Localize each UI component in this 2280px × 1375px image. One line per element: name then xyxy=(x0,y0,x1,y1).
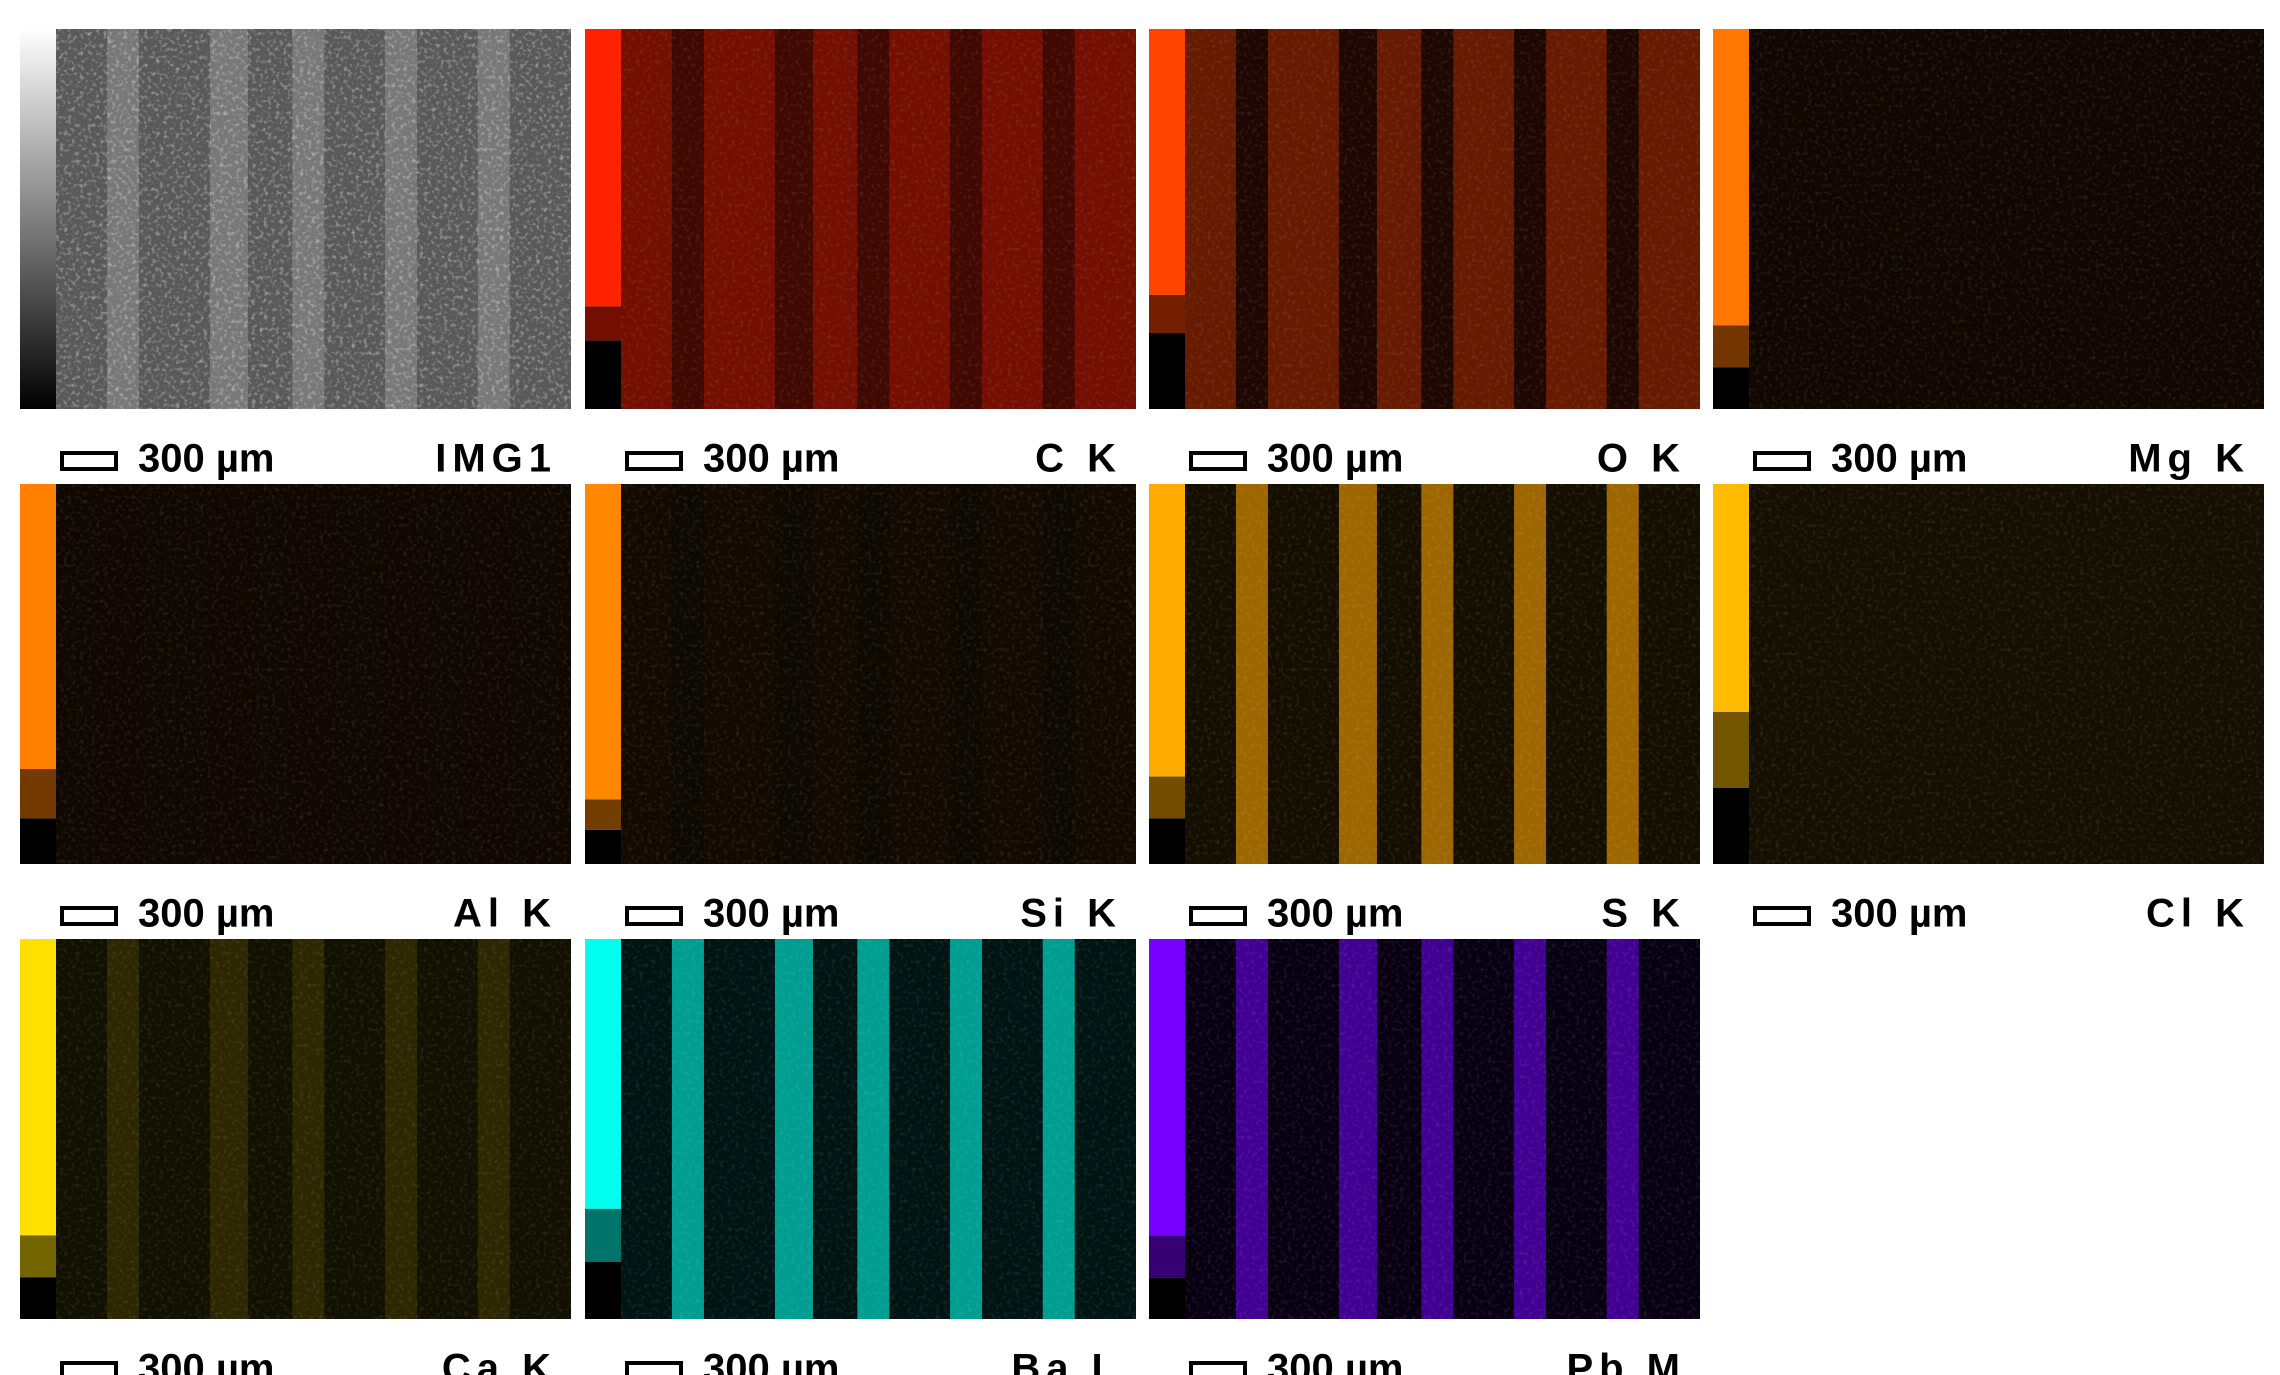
color-bar-high xyxy=(585,484,621,800)
scale-bar xyxy=(1753,451,1811,471)
color-bar-low xyxy=(1713,788,1749,864)
color-bar-high xyxy=(20,939,56,1236)
color-bar-low xyxy=(1149,333,1185,409)
scale-label: 300 µm xyxy=(1831,437,1967,481)
color-bar-mid xyxy=(20,769,56,819)
color-bar-low xyxy=(1149,1277,1185,1319)
scale-bar xyxy=(625,906,683,926)
scale-label: 300 µm xyxy=(703,1347,839,1375)
color-bar-high xyxy=(1713,484,1749,712)
scale-label: 300 µm xyxy=(1831,892,1967,936)
scale-bar xyxy=(60,906,118,926)
map-panel: 300 µm Ca K xyxy=(20,939,571,1375)
map-label: C K xyxy=(1035,437,1122,481)
scale-bar xyxy=(625,451,683,471)
color-bar-high xyxy=(1713,29,1749,326)
map-panel: 300 µm Si K xyxy=(585,484,1136,936)
map-panel: 300 µm S K xyxy=(1149,484,1700,936)
map-label: Ca K xyxy=(442,1347,557,1375)
map-tint xyxy=(1749,484,2264,864)
map-tint xyxy=(621,484,1136,864)
map-tint xyxy=(1185,939,1700,1319)
scale-label: 300 µm xyxy=(138,892,274,936)
color-bar-low xyxy=(20,1277,56,1319)
scale-bar xyxy=(1189,906,1247,926)
scale-bar xyxy=(60,451,118,471)
scale-label: 300 µm xyxy=(138,1347,274,1375)
color-bar-mid xyxy=(1713,325,1749,368)
color-bar-low xyxy=(1149,818,1185,864)
color-bar-high xyxy=(1149,29,1185,295)
color-bar-high xyxy=(1149,939,1185,1236)
color-bar-mid xyxy=(585,1208,621,1262)
map-panel: 300 µm Cl K xyxy=(1713,484,2264,936)
color-bar-mid xyxy=(1149,295,1185,333)
map-panel: 300 µm O K xyxy=(1149,29,1700,481)
color-bar-low xyxy=(20,818,56,864)
map-label: S K xyxy=(1601,892,1686,936)
map-tint xyxy=(56,939,571,1319)
map-label: Pb M xyxy=(1566,1347,1686,1375)
map-panel: 300 µm Al K xyxy=(20,484,571,936)
map-texture xyxy=(56,29,571,409)
map-tint xyxy=(621,29,1136,409)
color-bar-high xyxy=(20,484,56,769)
color-bar-mid xyxy=(585,799,621,830)
map-panel: 300 µm Pb M xyxy=(1149,939,1700,1375)
color-bar-low xyxy=(585,340,621,409)
map-label: Ba L xyxy=(1011,1347,1122,1375)
scale-bar xyxy=(625,1361,683,1375)
color-bar-high xyxy=(585,29,621,307)
color-bar-low xyxy=(585,829,621,864)
color-bar-mid xyxy=(20,1235,56,1278)
color-bar-high xyxy=(1149,484,1185,777)
map-tint xyxy=(1185,29,1700,409)
map-panel: 300 µm C K xyxy=(585,29,1136,481)
map-panel: 300 µm Mg K xyxy=(1713,29,2264,481)
map-label: O K xyxy=(1597,437,1686,481)
color-bar xyxy=(20,29,56,409)
color-bar-mid xyxy=(585,306,621,341)
scale-bar xyxy=(1189,451,1247,471)
map-tint xyxy=(56,484,571,864)
map-panel: 300 µm Ba L xyxy=(585,939,1136,1375)
map-tint xyxy=(621,939,1136,1319)
scale-label: 300 µm xyxy=(138,437,274,481)
map-label: Mg K xyxy=(2128,437,2250,481)
color-bar-mid xyxy=(1713,712,1749,788)
map-label: Si K xyxy=(1020,892,1122,936)
scale-label: 300 µm xyxy=(1267,892,1403,936)
map-panel: 300 µm IMG1 xyxy=(20,29,571,481)
map-tint xyxy=(1185,484,1700,864)
scale-label: 300 µm xyxy=(703,437,839,481)
scale-label: 300 µm xyxy=(703,892,839,936)
scale-label: 300 µm xyxy=(1267,437,1403,481)
scale-bar xyxy=(60,1361,118,1375)
color-bar-low xyxy=(1713,367,1749,409)
color-bar-low xyxy=(585,1262,621,1319)
scale-bar xyxy=(1189,1361,1247,1375)
scale-label: 300 µm xyxy=(1267,1347,1403,1375)
color-bar-mid xyxy=(1149,1235,1185,1278)
map-label: IMG1 xyxy=(435,437,557,481)
map-tint xyxy=(1749,29,2264,409)
map-label: Cl K xyxy=(2146,892,2250,936)
scale-bar xyxy=(1753,906,1811,926)
map-label: Al K xyxy=(453,892,557,936)
color-bar-mid xyxy=(1149,776,1185,819)
color-bar-high xyxy=(585,939,621,1209)
